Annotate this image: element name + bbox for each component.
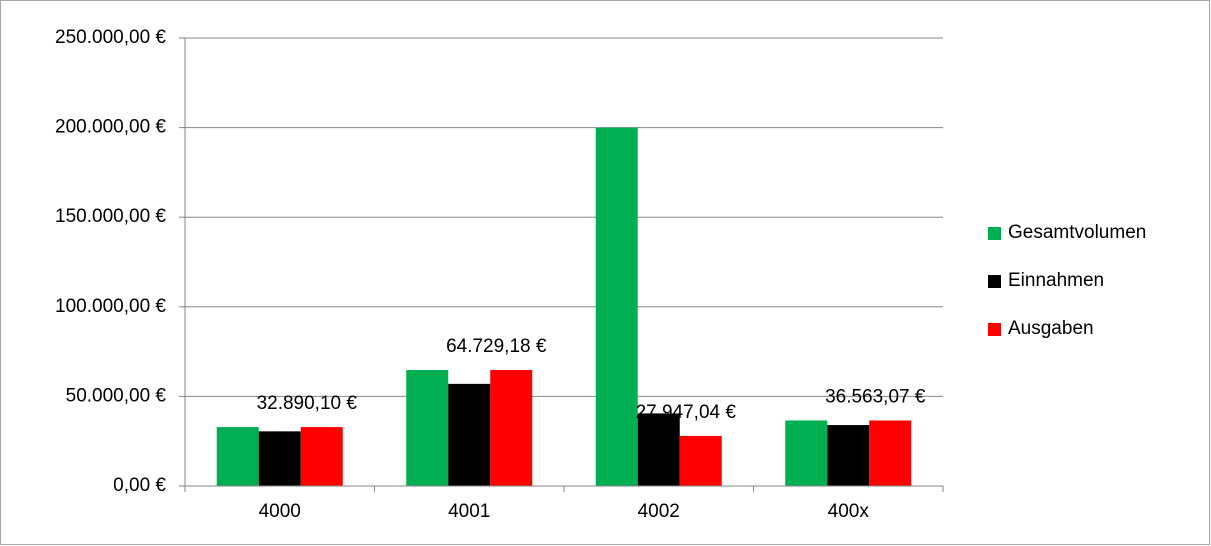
y-tick-label: 50.000,00 € bbox=[66, 385, 167, 406]
bar bbox=[300, 427, 343, 486]
bar bbox=[595, 127, 638, 486]
data-label: 27.947,04 € bbox=[636, 402, 737, 423]
data-label: 32.890,10 € bbox=[257, 393, 358, 414]
bar bbox=[258, 431, 301, 486]
y-tick-label: 250.000,00 € bbox=[55, 27, 166, 48]
legend-label: Ausgaben bbox=[1008, 318, 1094, 339]
bar bbox=[448, 383, 491, 486]
legend-label: Gesamtvolumen bbox=[1008, 222, 1146, 243]
data-label: 36.563,07 € bbox=[825, 386, 926, 407]
y-tick-label: 0,00 € bbox=[113, 475, 166, 496]
x-tick-label: 4002 bbox=[638, 501, 680, 522]
y-tick-label: 200.000,00 € bbox=[55, 117, 166, 138]
bar bbox=[490, 370, 533, 486]
bar bbox=[406, 370, 449, 486]
legend-label: Einnahmen bbox=[1008, 270, 1104, 291]
x-tick-label: 400x bbox=[828, 501, 870, 522]
bar bbox=[785, 420, 828, 486]
y-tick-label: 100.000,00 € bbox=[55, 296, 166, 317]
x-tick-label: 4000 bbox=[259, 501, 301, 522]
x-tick-label: 4001 bbox=[448, 501, 490, 522]
legend-swatch bbox=[988, 227, 1001, 240]
bar bbox=[637, 413, 680, 486]
bar bbox=[869, 420, 912, 486]
bar bbox=[216, 427, 259, 486]
legend-swatch bbox=[988, 323, 1001, 336]
bar bbox=[679, 435, 722, 486]
legend-swatch bbox=[988, 275, 1001, 288]
y-tick-label: 150.000,00 € bbox=[55, 206, 166, 227]
data-label: 64.729,18 € bbox=[446, 336, 547, 357]
bar bbox=[827, 425, 870, 486]
